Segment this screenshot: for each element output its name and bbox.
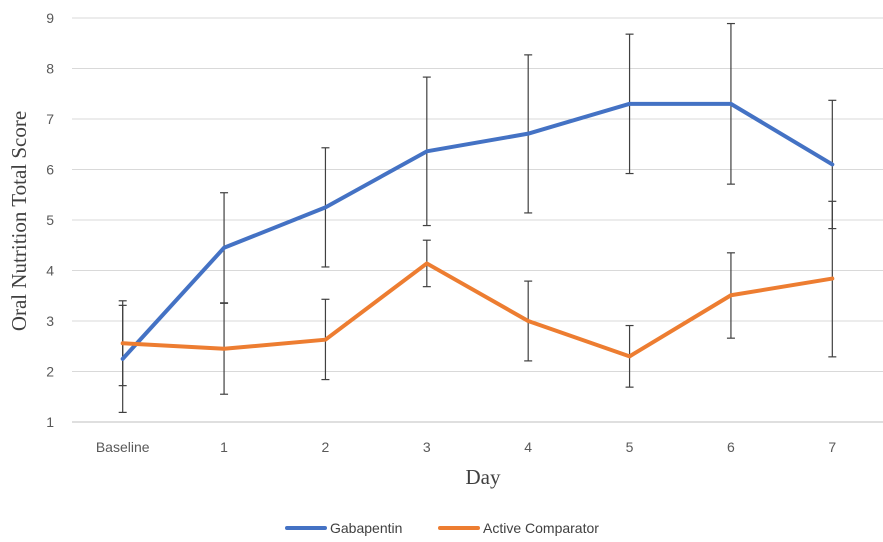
x-tick-label: 7 (828, 439, 836, 455)
y-tick-label: 2 (46, 364, 54, 380)
y-tick-label: 9 (46, 10, 54, 26)
y-axis-title: Oral Nutrition Total Score (7, 111, 31, 331)
x-tick-label: Baseline (96, 439, 150, 455)
x-tick-label: 4 (524, 439, 532, 455)
legend: Gabapentin Active Comparator (285, 520, 599, 536)
y-tick-label: 4 (46, 263, 54, 279)
series-line-gabapentin (120, 101, 835, 361)
legend-label: Active Comparator (483, 520, 599, 536)
y-tick-label: 6 (46, 162, 54, 178)
error-bars (118, 22, 837, 414)
y-tick-label: 5 (46, 212, 54, 228)
grid-lines (72, 17, 883, 423)
x-tick-label: 5 (626, 439, 634, 455)
series-line-active-comparator (120, 261, 835, 359)
series-lines (120, 101, 835, 361)
y-tick-labels: 1 2 3 4 5 6 7 8 9 (46, 10, 54, 430)
x-axis-title: Day (466, 465, 501, 489)
legend-item-active-comparator: Active Comparator (438, 520, 599, 536)
x-tick-label: 3 (423, 439, 431, 455)
y-tick-label: 8 (46, 61, 54, 77)
legend-label: Gabapentin (330, 520, 402, 536)
y-tick-label: 3 (46, 313, 54, 329)
x-tick-label: 2 (322, 439, 330, 455)
x-tick-label: 1 (220, 439, 228, 455)
y-tick-label: 7 (46, 111, 54, 127)
y-tick-label: 1 (46, 414, 54, 430)
x-tick-label: 6 (727, 439, 735, 455)
x-tick-labels: Baseline 1 2 3 4 5 6 7 (96, 439, 837, 455)
legend-item-gabapentin: Gabapentin (285, 520, 402, 536)
